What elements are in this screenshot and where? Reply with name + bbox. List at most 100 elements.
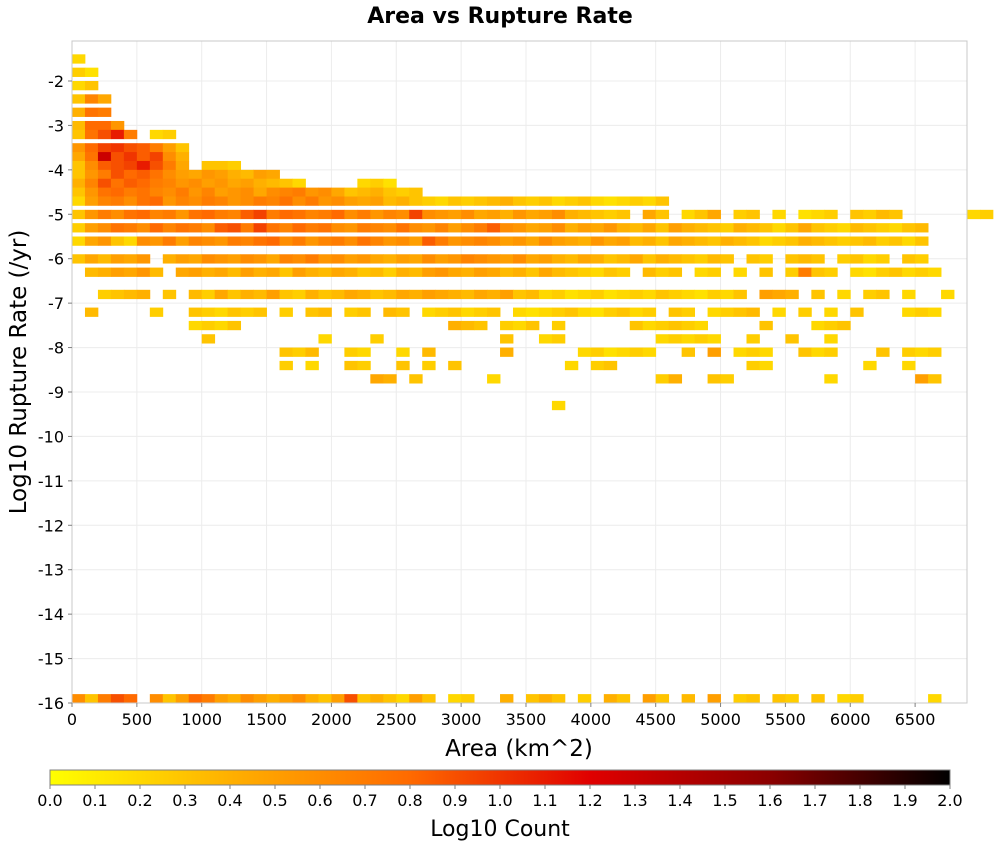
heatmap-cell	[370, 187, 384, 197]
colorbar-tick-label: 0.3	[172, 791, 197, 810]
heatmap-cell	[279, 236, 293, 246]
heatmap-cell	[110, 223, 125, 233]
heatmap-cell	[798, 307, 812, 317]
heatmap-cell	[227, 187, 242, 197]
heatmap-cell	[603, 347, 618, 357]
heatmap-cell	[97, 196, 112, 206]
heatmap-cell	[577, 196, 592, 206]
heatmap-cell	[733, 223, 747, 233]
heatmap-cell	[707, 223, 721, 233]
heatmap-cell	[461, 320, 475, 331]
heatmap-cell	[538, 196, 553, 206]
heatmap-cell	[590, 267, 605, 277]
heatmap-cell	[97, 236, 112, 246]
heatmap-cell	[266, 236, 280, 246]
heatmap-cell	[357, 307, 371, 317]
heatmap-cell	[84, 160, 99, 171]
heatmap-cell	[253, 694, 267, 704]
heatmap-cell	[84, 169, 99, 180]
heatmap-cell	[798, 347, 812, 357]
heatmap-cell	[422, 360, 436, 371]
heatmap-cell	[123, 129, 138, 140]
heatmap-cell	[746, 334, 760, 344]
y-axis-label: Log10 Rupture Rate (/yr)	[6, 230, 32, 515]
y-tick-label: -16	[38, 694, 64, 713]
heatmap-cell	[123, 152, 138, 162]
heatmap-cell	[344, 267, 358, 277]
heatmap-cell	[590, 209, 605, 220]
heatmap-cell	[915, 223, 929, 233]
heatmap-cell	[876, 209, 890, 220]
heatmap-cell	[97, 223, 112, 233]
heatmap-cell	[292, 347, 306, 357]
heatmap-cell	[357, 223, 371, 233]
x-tick-label: 0	[67, 710, 77, 729]
heatmap-cell	[577, 209, 592, 220]
heatmap-cell	[655, 267, 670, 277]
heatmap-cell	[824, 334, 838, 344]
heatmap-cell	[500, 209, 514, 220]
colorbar-tick-label: 0.2	[127, 791, 152, 810]
heatmap-cell	[525, 196, 540, 206]
heatmap-cell	[123, 254, 138, 264]
heatmap-cell	[525, 209, 540, 220]
heatmap-cell	[162, 223, 177, 233]
heatmap-cell	[162, 694, 177, 704]
x-axis-ticks: 0 500 1000 1500 2000 2500 3000 3500 4000 4500 5000…	[67, 703, 935, 729]
heatmap-cell	[214, 254, 229, 264]
y-tick-label: -11	[38, 472, 64, 491]
heatmap-cell	[188, 178, 203, 189]
heatmap-cell	[175, 254, 190, 264]
heatmap-cell	[227, 267, 242, 277]
heatmap-cell	[84, 307, 99, 317]
heatmap-cell	[227, 178, 242, 189]
heatmap-cell	[616, 289, 631, 300]
heatmap-cell	[915, 267, 929, 277]
heatmap-cell	[396, 254, 410, 264]
heatmap-cell	[772, 307, 786, 317]
heatmap-cell	[149, 178, 164, 189]
heatmap-cell	[448, 267, 462, 277]
heatmap-cell	[720, 374, 734, 384]
heatmap-cell	[72, 143, 86, 153]
heatmap-cell	[642, 347, 657, 357]
heatmap-cell	[681, 209, 696, 220]
y-tick-label: -6	[48, 250, 64, 269]
heatmap-cell	[149, 209, 164, 220]
heatmap-cell	[811, 223, 825, 233]
colorbar-tick-label: 2.0	[937, 791, 962, 810]
x-tick-label: 500	[122, 710, 153, 729]
heatmap-cell	[720, 254, 734, 264]
heatmap-cell	[435, 254, 449, 264]
heatmap-cell	[642, 196, 657, 206]
heatmap-cell	[655, 289, 670, 300]
heatmap-cell	[201, 320, 216, 331]
heatmap-cell	[149, 129, 164, 140]
heatmap-cell	[266, 267, 280, 277]
heatmap-cell	[84, 107, 99, 117]
heatmap-cell	[201, 307, 216, 317]
heatmap-cell	[681, 289, 696, 300]
x-tick-label: 1000	[181, 710, 222, 729]
heatmap-cell	[487, 254, 501, 264]
heatmap-cell	[513, 289, 527, 300]
heatmap-cell	[396, 196, 410, 206]
heatmap-cell	[785, 694, 799, 704]
heatmap-cell	[136, 267, 151, 277]
heatmap-cell	[188, 169, 203, 180]
heatmap-cell	[201, 254, 216, 264]
heatmap-cell	[941, 289, 955, 300]
heatmap-cell	[97, 178, 112, 189]
heatmap-cell	[435, 236, 449, 246]
heatmap-cell	[279, 254, 293, 264]
heatmap-cell	[629, 289, 644, 300]
heatmap-cell	[707, 289, 721, 300]
heatmap-cell	[811, 209, 825, 220]
heatmap-cell	[915, 347, 929, 357]
heatmap-cell	[616, 196, 631, 206]
heatmap-cell	[707, 254, 721, 264]
heatmap-cell	[448, 307, 462, 317]
heatmap-cell	[824, 320, 838, 331]
heatmap-cell	[603, 223, 618, 233]
heatmap-cell	[240, 196, 254, 206]
